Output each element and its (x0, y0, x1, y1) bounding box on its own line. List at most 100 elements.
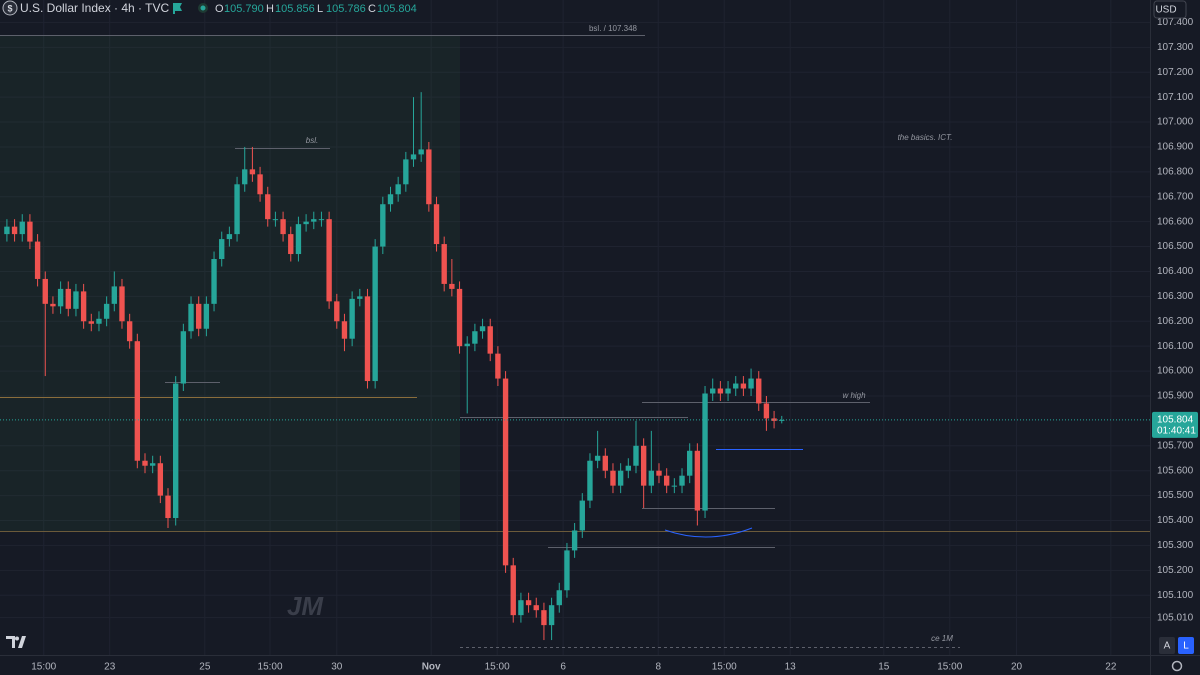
ohlc-label: H (266, 3, 274, 15)
candle-body (50, 303, 56, 307)
candle-body (510, 565, 516, 616)
x-tick-label: 8 (655, 662, 661, 673)
symbol-title[interactable]: U.S. Dollar Index · 4h · TVC (20, 1, 169, 15)
candle-body (65, 288, 71, 309)
candle-body (188, 303, 194, 332)
candle-body (418, 149, 424, 155)
candle-body (502, 378, 509, 566)
button-label: A (1164, 641, 1171, 652)
candle-body (111, 286, 117, 304)
candle-body (556, 590, 562, 606)
auto-button[interactable] (1159, 637, 1175, 654)
candle-body (172, 383, 179, 519)
x-tick-label: 15:00 (485, 662, 510, 673)
status-dot-inner (200, 5, 206, 11)
candle-body (157, 463, 164, 496)
candle-body (395, 184, 401, 195)
curve (664, 527, 753, 538)
log-button[interactable] (1178, 637, 1194, 654)
candle-body (134, 341, 141, 461)
candle-body (280, 219, 286, 235)
candle-body (203, 303, 210, 329)
x-tick-label: 23 (104, 662, 116, 673)
ohlc-value: 105.856 (275, 3, 315, 15)
ohlc-label: L (317, 3, 323, 15)
last-price-box (1152, 411, 1198, 438)
candle-body (679, 475, 685, 486)
candle-body (357, 296, 363, 299)
candle-body (410, 154, 417, 160)
candle-body (640, 445, 647, 486)
candle-body (633, 445, 639, 466)
y-tick-label: 107.400 (1157, 17, 1194, 28)
candle-body (433, 204, 440, 245)
candle-body (441, 244, 447, 284)
y-tick-label: 107.300 (1157, 42, 1194, 53)
y-tick-label: 107.100 (1157, 92, 1194, 103)
x-tick-label: 22 (1105, 662, 1117, 673)
candle-body (364, 296, 371, 382)
candle-body (318, 219, 325, 221)
candle-body (648, 470, 655, 486)
ohlc-label: O (215, 3, 224, 15)
candle-body (34, 241, 41, 279)
logo[interactable] (6, 636, 26, 648)
y-tick-label: 105.600 (1157, 465, 1194, 476)
candle-body (27, 221, 33, 242)
candle-body (564, 550, 570, 591)
x-tick-label: 25 (199, 662, 211, 673)
symbol-icon (2, 0, 18, 16)
candle-body (449, 283, 455, 289)
candle-body (180, 331, 187, 384)
x-tick-label: 15:00 (712, 662, 737, 673)
candle-body (733, 383, 739, 389)
y-tick-label: 106.800 (1157, 166, 1194, 177)
y-tick-label: 106.000 (1157, 366, 1194, 377)
candle-body (311, 219, 317, 222)
candle-body (579, 500, 585, 531)
currency: USD (1155, 5, 1176, 16)
settings-icon[interactable] (1171, 660, 1183, 672)
y-tick-label: 106.300 (1157, 291, 1194, 302)
symbol-icon-glyph: $ (7, 3, 12, 13)
candle-body (341, 321, 348, 339)
candle-body (625, 465, 632, 471)
countdown: 01:40:41 (1157, 426, 1196, 437)
y-tick-label: 105.200 (1157, 565, 1194, 576)
candle-body (211, 259, 217, 304)
candle-body (472, 331, 478, 344)
x-tick-label: 15 (878, 662, 890, 673)
annotation: bsl. (306, 136, 318, 145)
candle-body (4, 226, 10, 235)
candle-body (725, 388, 731, 394)
candle-body (57, 288, 64, 307)
candle-body (234, 184, 240, 235)
candle-body (165, 495, 171, 519)
x-tick-label: 15:00 (937, 662, 962, 673)
candle-body (88, 321, 94, 324)
ohlc-value: 105.790 (224, 3, 264, 15)
candle-body (617, 470, 624, 486)
y-tick-label: 107.200 (1157, 67, 1194, 78)
candle-body (740, 383, 747, 389)
candle-body (479, 326, 486, 332)
candle-body (687, 450, 693, 476)
annotation: bsl. / 107.348 (589, 24, 638, 33)
candle-body (495, 353, 501, 379)
candle-body (694, 450, 701, 511)
candle-body (756, 378, 762, 404)
candle-body (548, 605, 555, 626)
candle-body (334, 301, 340, 322)
candle-body (80, 291, 87, 322)
y-tick-label: 105.900 (1157, 391, 1194, 402)
flag-icon[interactable] (173, 3, 182, 14)
ohlc-label: C (368, 3, 376, 15)
ohlc-value: 105.804 (377, 3, 417, 15)
candle-body (96, 318, 102, 324)
candle-body (103, 303, 110, 319)
candle-body (518, 600, 524, 616)
currency-button[interactable] (1153, 0, 1187, 19)
